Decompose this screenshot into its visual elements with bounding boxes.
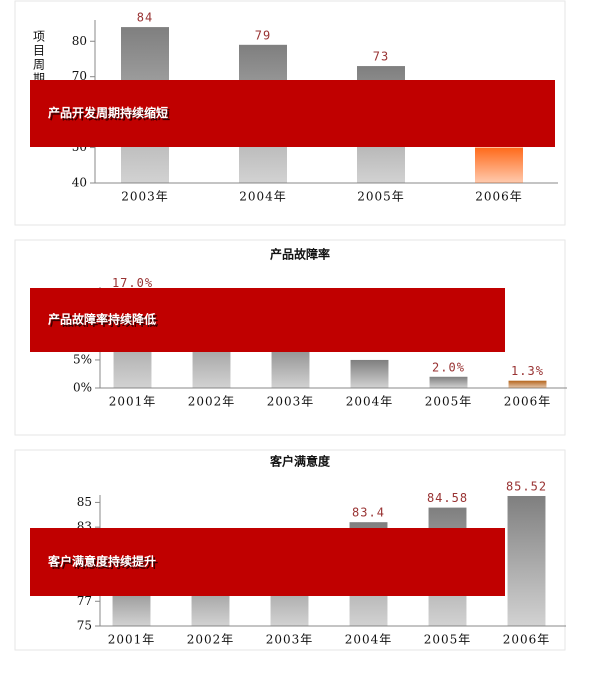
banner-text: 产品开发周期持续缩短 bbox=[48, 105, 168, 120]
bar bbox=[508, 380, 547, 388]
x-tick-label: 2006年 bbox=[503, 633, 551, 647]
x-tick-label: 2004年 bbox=[239, 190, 287, 204]
banner bbox=[30, 288, 505, 352]
x-tick-label: 2005年 bbox=[424, 633, 472, 647]
value-label: 84.58 bbox=[427, 491, 468, 505]
bar bbox=[475, 147, 523, 183]
y-tick-label: 70 bbox=[72, 69, 87, 83]
banner-shadow: 客户满意度持续提升 bbox=[49, 556, 158, 571]
y-axis-label: 项目周期 bbox=[32, 30, 46, 86]
y-tick-label: 77 bbox=[77, 594, 92, 608]
banner-text: 产品故障率持续降低 bbox=[48, 312, 156, 327]
y-tick-label: 40 bbox=[72, 176, 87, 190]
banner bbox=[30, 528, 505, 596]
x-tick-label: 2003年 bbox=[267, 395, 315, 409]
x-tick-label: 2006年 bbox=[475, 190, 523, 204]
banner-shadow: 产品开发周期持续缩短 bbox=[50, 107, 170, 122]
value-label: 84 bbox=[137, 11, 153, 25]
bar bbox=[429, 376, 468, 388]
y-tick-label: 75 bbox=[77, 619, 92, 633]
y-tick-label: 0% bbox=[73, 381, 92, 395]
x-tick-label: 2001年 bbox=[108, 633, 156, 647]
y-tick-label: 5% bbox=[73, 352, 92, 366]
y-tick-label: 80 bbox=[72, 34, 87, 48]
x-tick-label: 2005年 bbox=[357, 190, 405, 204]
value-label: 2.0% bbox=[432, 360, 465, 374]
x-tick-label: 2006年 bbox=[504, 395, 552, 409]
bar bbox=[507, 495, 546, 626]
value-label: 1.3% bbox=[511, 364, 544, 378]
x-tick-label: 2003年 bbox=[266, 633, 314, 647]
bar bbox=[350, 359, 389, 388]
x-tick-label: 2004年 bbox=[346, 395, 394, 409]
value-label: 83.4 bbox=[352, 506, 385, 520]
x-tick-label: 2001年 bbox=[109, 395, 157, 409]
chart-title: 产品故障率 bbox=[270, 247, 330, 262]
x-tick-label: 2002年 bbox=[187, 633, 235, 647]
x-tick-label: 2004年 bbox=[345, 633, 393, 647]
banner-text: 客户满意度持续提升 bbox=[47, 554, 156, 569]
x-tick-label: 2002年 bbox=[188, 395, 236, 409]
value-label: 17.0% bbox=[112, 276, 153, 290]
chart-title: 客户满意度 bbox=[269, 454, 331, 469]
x-tick-label: 2005年 bbox=[425, 395, 473, 409]
value-label: 79 bbox=[255, 28, 271, 42]
value-label: 85.52 bbox=[506, 479, 547, 493]
banner-shadow: 产品故障率持续降低 bbox=[50, 314, 158, 329]
y-tick-label: 85 bbox=[77, 495, 92, 509]
banner bbox=[30, 80, 555, 147]
value-label: 73 bbox=[373, 50, 389, 64]
x-tick-label: 2003年 bbox=[121, 190, 169, 204]
